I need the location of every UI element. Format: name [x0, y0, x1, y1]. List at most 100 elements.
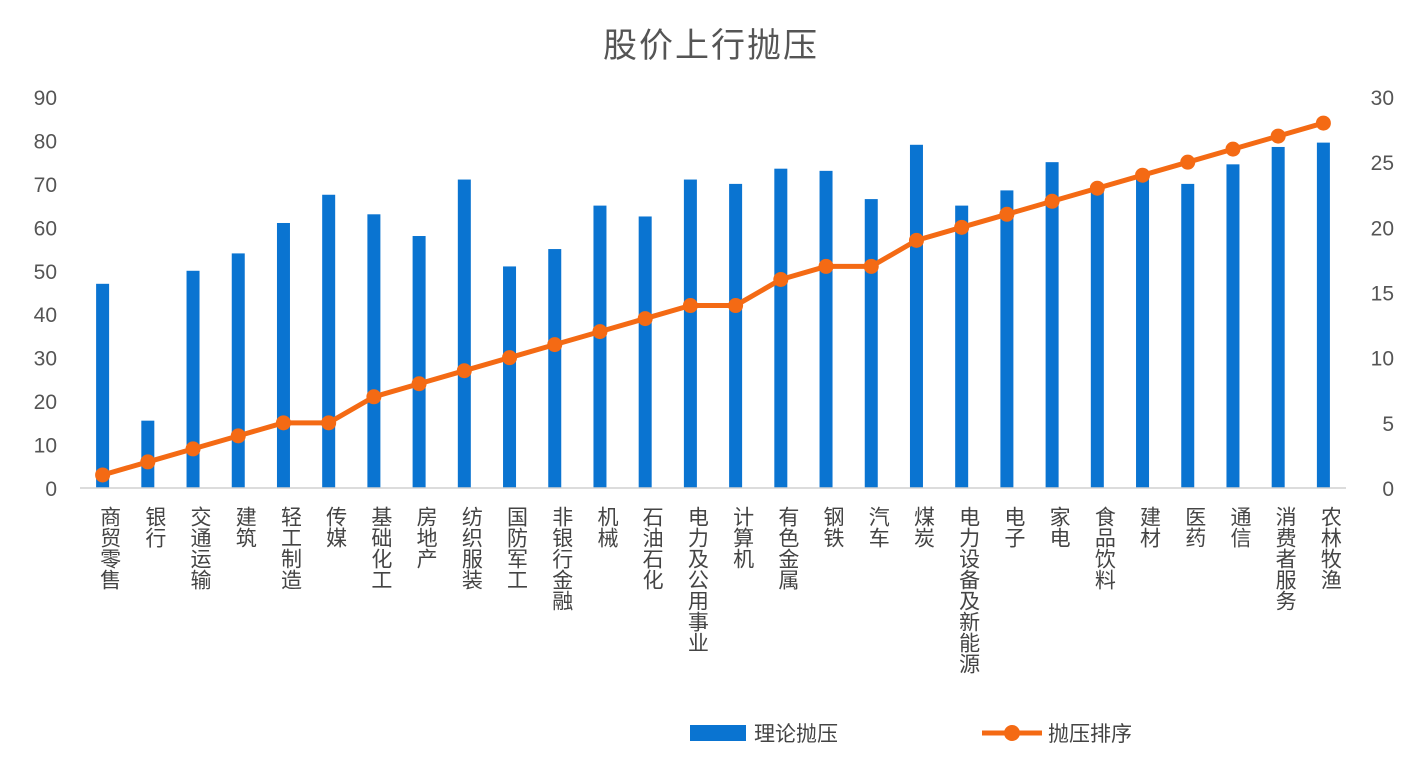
bar — [96, 283, 110, 488]
category-label: 计算机 — [731, 506, 755, 569]
category-label: 有色金属 — [776, 506, 800, 591]
category-label: 电力设备及新能源 — [957, 506, 981, 674]
category-label: 机械 — [595, 506, 619, 548]
legend: 理论抛压 抛压排序 — [690, 722, 1132, 746]
category-label: 传媒 — [324, 506, 348, 548]
right-tick-label: 30 — [1371, 87, 1394, 110]
category-label: 电子 — [1002, 506, 1026, 548]
category-label: 银行 — [143, 506, 167, 548]
category-label: 煤炭 — [911, 506, 935, 548]
legend-bar-label: 理论抛压 — [754, 722, 838, 746]
bar — [1136, 173, 1150, 488]
line-point — [1089, 180, 1105, 196]
category-label: 汽车 — [866, 506, 890, 548]
bar — [231, 253, 245, 488]
left-tick-label: 0 — [45, 478, 57, 501]
bar — [593, 205, 607, 488]
legend-line-label: 抛压排序 — [1048, 722, 1132, 746]
line-point — [1270, 128, 1286, 144]
bar — [1000, 190, 1014, 488]
line-point — [773, 271, 789, 287]
bar — [503, 266, 517, 488]
line-path — [101, 120, 1325, 478]
bar — [548, 249, 562, 488]
left-tick-label: 20 — [34, 391, 57, 414]
category-label: 医药 — [1183, 506, 1207, 548]
category-axis: 商贸零售 银行 交通运输 建筑 轻工制造 传媒 基础化工 房地产 纺织服装 国防军工 非银行金融 机械… — [98, 506, 1343, 674]
chart-title: 股价上行抛压 — [603, 26, 819, 66]
line-point — [95, 467, 111, 483]
line-point — [954, 219, 970, 235]
line-point — [1044, 193, 1060, 209]
left-tick-label: 10 — [34, 435, 57, 458]
line-point — [1135, 167, 1151, 183]
left-tick-label: 30 — [34, 348, 57, 371]
category-label: 电力及公用事业 — [685, 506, 709, 653]
category-label: 钢铁 — [821, 506, 845, 548]
category-label: 房地产 — [414, 506, 438, 569]
left-tick-label: 40 — [34, 304, 57, 327]
category-label: 通信 — [1228, 506, 1252, 548]
bar — [1045, 162, 1059, 488]
left-tick-label: 80 — [34, 130, 57, 153]
legend-line-marker — [1004, 725, 1020, 741]
legend-bar-swatch — [690, 725, 746, 741]
line-series — [80, 115, 1346, 489]
bar — [1090, 188, 1104, 488]
line-point — [502, 350, 518, 366]
line-point — [999, 206, 1015, 222]
category-label: 基础化工 — [369, 506, 393, 590]
right-tick-label: 10 — [1371, 348, 1394, 371]
bar — [774, 168, 788, 488]
bar — [1316, 142, 1330, 488]
category-label: 非银行金融 — [550, 506, 574, 611]
bar-series — [96, 142, 1330, 489]
bar — [638, 216, 652, 488]
bar — [412, 236, 426, 488]
left-tick-label: 90 — [34, 87, 57, 110]
line-point — [411, 376, 427, 392]
bar — [186, 270, 200, 488]
bar — [457, 179, 471, 489]
left-tick-label: 50 — [34, 261, 57, 284]
line-point — [321, 415, 337, 431]
line-point — [366, 389, 382, 405]
line-point — [908, 232, 924, 248]
bar — [322, 194, 336, 488]
line-point — [863, 258, 879, 274]
line-point — [728, 298, 744, 314]
category-label: 纺织服装 — [459, 506, 483, 590]
bar — [729, 183, 743, 488]
category-label: 建筑 — [233, 506, 257, 548]
category-label: 消费者服务 — [1273, 506, 1297, 611]
right-tick-label: 20 — [1371, 217, 1394, 240]
bar — [141, 420, 155, 488]
bar — [367, 214, 381, 489]
line-point — [592, 324, 608, 340]
line-point — [1315, 115, 1331, 131]
category-label: 农林牧渔 — [1318, 506, 1342, 590]
category-label: 家电 — [1047, 506, 1071, 548]
category-label: 商贸零售 — [98, 506, 122, 590]
line-point — [185, 441, 201, 457]
left-tick-label: 70 — [34, 174, 57, 197]
bar — [1181, 183, 1195, 488]
line-point — [275, 415, 291, 431]
line-point — [1180, 154, 1196, 170]
right-tick-label: 5 — [1382, 413, 1394, 436]
line-point — [456, 363, 472, 379]
line-point — [140, 454, 156, 470]
category-label: 轻工制造 — [278, 506, 302, 590]
bar — [683, 179, 697, 489]
bar — [909, 144, 923, 489]
bar — [1226, 164, 1240, 489]
line-point — [818, 258, 834, 274]
category-label: 石油石化 — [640, 506, 664, 590]
right-tick-label: 25 — [1371, 152, 1394, 175]
left-axis: 0 10 20 30 40 50 60 70 80 90 — [34, 87, 57, 501]
category-label: 国防军工 — [505, 506, 529, 590]
line-point — [682, 298, 698, 314]
line-point — [547, 337, 563, 353]
category-label: 食品饮料 — [1092, 506, 1116, 590]
line-point — [1225, 141, 1241, 157]
